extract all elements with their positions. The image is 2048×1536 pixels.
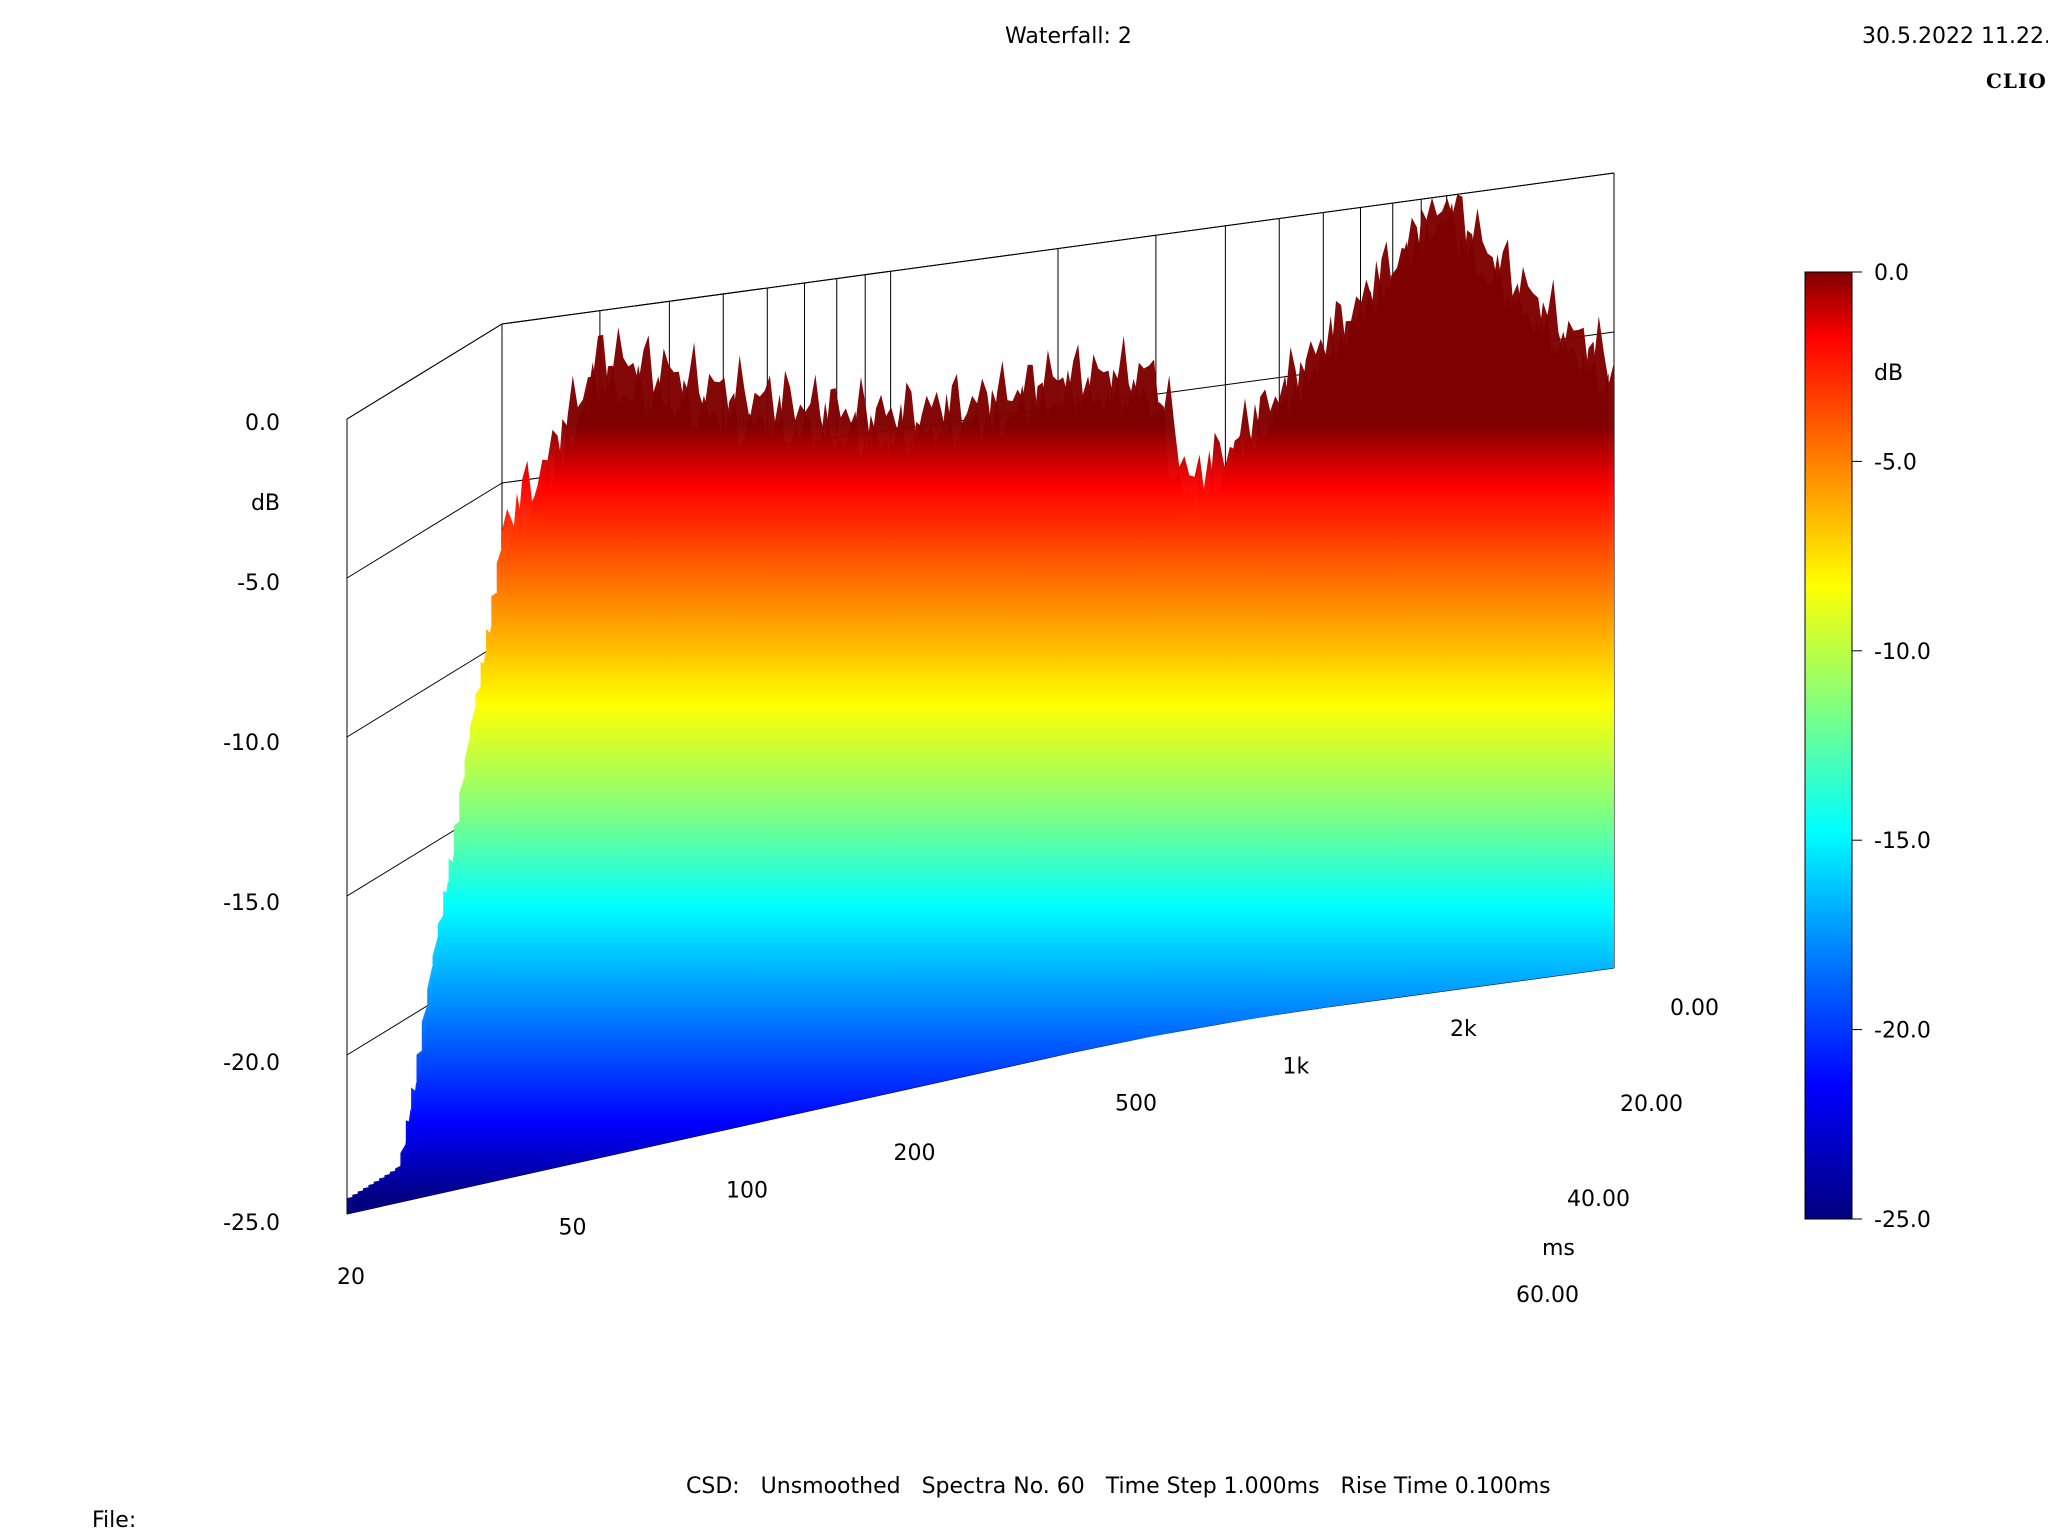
time-axis: 0.00 20.00 40.00 60.00 ms [1516, 996, 1719, 1308]
db-tick-label: 0.0 [245, 411, 280, 436]
top-back-edge [501, 172, 1615, 325]
colorbar-tick-label: -10.0 [1874, 640, 1931, 665]
time-tick-label: 0.00 [1670, 996, 1719, 1021]
x-tick-label: 2k [1450, 1017, 1477, 1042]
waterfall-surface [347, 194, 1614, 1214]
timestamp: 30.5.2022 11.22.22 [1862, 24, 2048, 49]
colorbar-tick-label: -5.0 [1874, 450, 1917, 475]
time-tick-label: 40.00 [1567, 1187, 1630, 1212]
side-grid-line [346, 482, 503, 579]
x-tick-label: 1k [1282, 1054, 1309, 1079]
x-tick-label: 50 [558, 1216, 586, 1241]
time-tick-label: 60.00 [1516, 1283, 1579, 1308]
db-tick-label: -5.0 [237, 571, 280, 596]
footer-info: CSD: Unsmoothed Spectra No. 60 Time Step… [686, 1474, 1551, 1499]
spectrum-slice [347, 773, 1460, 1214]
db-axis: 0.0 -5.0 -10.0 -15.0 -20.0 -25.0 dB [223, 411, 280, 1236]
db-axis-label: dB [251, 491, 280, 516]
top-left-edge [346, 323, 503, 420]
colorbar-tick-label: -25.0 [1874, 1208, 1931, 1233]
side-grid-line [346, 641, 503, 738]
file-label: File: [92, 1508, 137, 1533]
spectrum-slice [379, 658, 1492, 1195]
spectrum-slice [384, 631, 1498, 1192]
db-tick-label: -15.0 [223, 891, 280, 916]
time-axis-label: ms [1542, 1236, 1575, 1261]
time-tick-label: 20.00 [1620, 1092, 1683, 1117]
db-tick-label: -10.0 [223, 731, 280, 756]
spectrum-slice [373, 678, 1487, 1198]
colorbar [1804, 271, 1853, 1220]
frequency-axis: 20 50 100 200 500 1k 2k [337, 1017, 1477, 1290]
colorbar-tick-label: -15.0 [1874, 829, 1931, 854]
colorbar-tick-label: -20.0 [1874, 1019, 1931, 1044]
x-tick-label: 100 [726, 1178, 768, 1203]
chart-title: Waterfall: 2 [1005, 24, 1132, 49]
db-tick-label: -20.0 [223, 1051, 280, 1076]
clio-logo: CLIO [1986, 69, 2047, 93]
x-tick-label: 500 [1115, 1092, 1157, 1117]
x-tick-label: 200 [894, 1141, 936, 1166]
x-tick-label: 20 [337, 1265, 365, 1290]
colorbar-label: dB [1874, 361, 1903, 386]
db-tick-label: -25.0 [223, 1211, 280, 1236]
colorbar-tick-label: 0.0 [1874, 261, 1909, 286]
colorbar-ticks: 0.0 -5.0 -10.0 -15.0 -20.0 -25.0 dB [1852, 261, 1931, 1233]
